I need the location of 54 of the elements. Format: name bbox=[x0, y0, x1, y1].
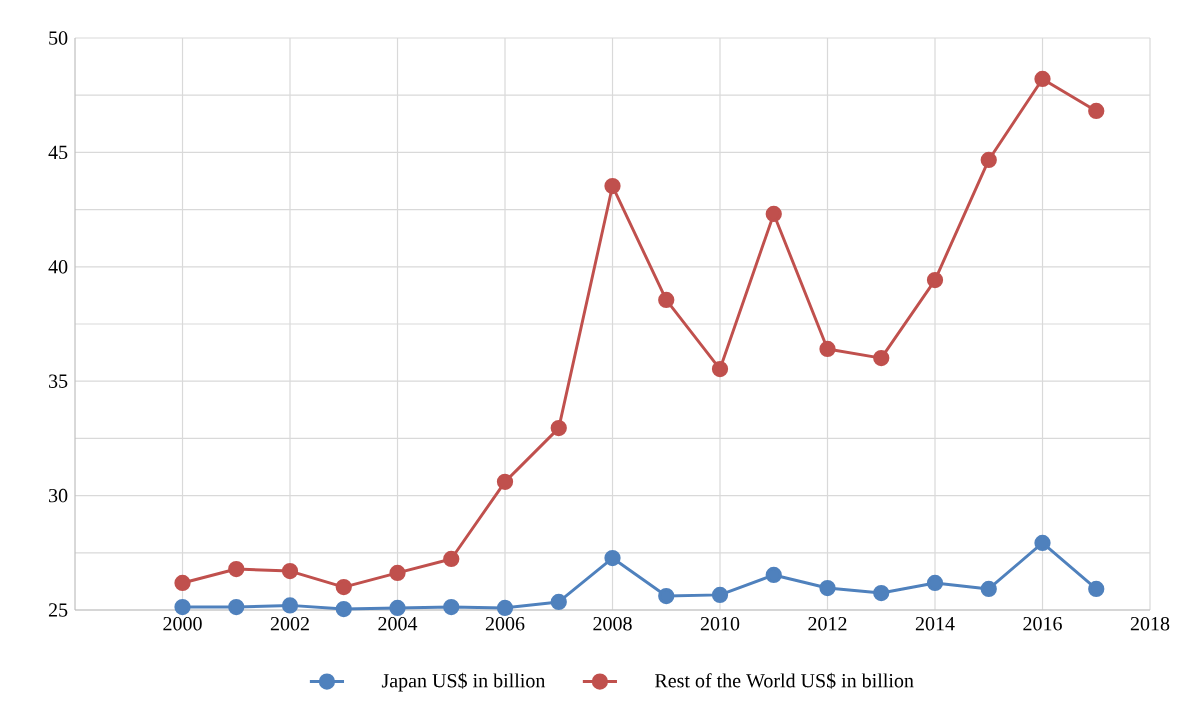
point bbox=[1088, 580, 1105, 598]
point bbox=[443, 598, 460, 616]
point bbox=[228, 598, 245, 616]
y-tick-label: 30 bbox=[49, 488, 68, 503]
point bbox=[1034, 534, 1051, 552]
point bbox=[711, 360, 729, 378]
x-tick-label: 2002 bbox=[270, 616, 309, 631]
point bbox=[604, 549, 621, 567]
legend-label: Japan US$ in billion bbox=[381, 672, 546, 692]
point bbox=[1034, 70, 1051, 88]
point bbox=[819, 340, 836, 358]
point bbox=[389, 564, 406, 582]
point bbox=[550, 419, 567, 437]
point bbox=[496, 599, 514, 617]
x-tick-label: 2008 bbox=[593, 616, 632, 631]
point bbox=[550, 593, 567, 611]
point bbox=[604, 177, 621, 195]
point bbox=[1088, 102, 1105, 120]
point bbox=[926, 574, 944, 592]
point bbox=[228, 560, 245, 578]
point bbox=[174, 598, 191, 616]
y-tick-label: 45 bbox=[48, 145, 68, 160]
point bbox=[389, 599, 406, 617]
point bbox=[980, 151, 997, 169]
point bbox=[496, 473, 514, 490]
x-tick-label: 2012 bbox=[808, 616, 847, 631]
point bbox=[281, 597, 299, 614]
y-tick-label: 35 bbox=[49, 374, 68, 388]
point bbox=[819, 579, 836, 597]
point bbox=[658, 587, 675, 605]
x-tick-label: 2018 bbox=[1130, 616, 1170, 631]
point bbox=[765, 566, 782, 584]
point bbox=[873, 584, 890, 602]
x-tick-label: 2004 bbox=[378, 616, 418, 631]
point bbox=[711, 586, 729, 604]
x-tick-label: 2010 bbox=[700, 616, 740, 631]
point bbox=[281, 562, 299, 580]
point bbox=[926, 271, 944, 289]
x-tick-label: 2016 bbox=[1023, 616, 1062, 631]
x-tick-label: 2006 bbox=[485, 616, 525, 631]
x-tick-label: 2014 bbox=[915, 616, 955, 631]
point bbox=[335, 600, 352, 618]
point bbox=[443, 550, 460, 568]
x-tick-label: 2000 bbox=[163, 616, 202, 631]
point bbox=[658, 291, 675, 309]
y-tick-label: 50 bbox=[49, 31, 68, 45]
point bbox=[980, 580, 997, 598]
point bbox=[174, 574, 191, 592]
y-tick-label: 25 bbox=[48, 603, 68, 617]
point bbox=[873, 349, 890, 367]
point bbox=[335, 578, 352, 596]
point bbox=[765, 205, 782, 223]
y-tick-label: 40 bbox=[48, 260, 68, 274]
legend-label: Rest of the World US$ in billion bbox=[655, 672, 914, 689]
